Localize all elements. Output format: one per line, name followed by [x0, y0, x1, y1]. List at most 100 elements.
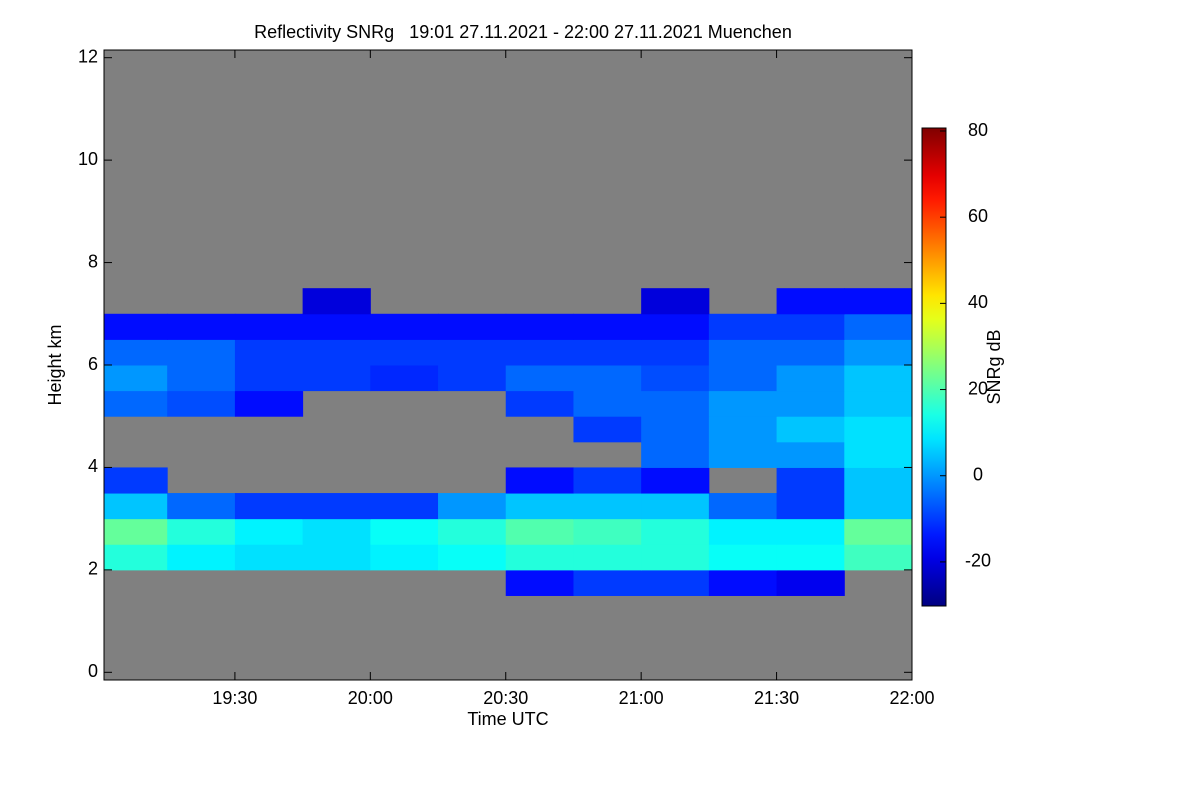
x-tick-label: 21:30: [754, 688, 799, 708]
heatmap-cell: [844, 313, 913, 340]
heatmap-cell: [302, 313, 371, 340]
heatmap-cell: [167, 339, 236, 366]
heatmap-cell: [505, 569, 574, 596]
heatmap-cell: [776, 313, 845, 340]
colorbar-tick-label: 40: [968, 292, 988, 312]
heatmap-cell: [573, 313, 642, 340]
colorbar-tick-label: 0: [973, 464, 983, 484]
heatmap-cell: [573, 416, 642, 443]
heatmap-cell: [104, 339, 168, 366]
heatmap-cell: [104, 493, 168, 520]
heatmap-cell: [641, 416, 710, 443]
x-tick-label: 19:30: [212, 688, 257, 708]
heatmap-cell: [573, 493, 642, 520]
heatmap-cell: [641, 467, 710, 494]
heatmap-cell: [370, 518, 439, 545]
heatmap-cell: [844, 467, 913, 494]
heatmap-cell: [641, 493, 710, 520]
heatmap-cell: [641, 390, 710, 417]
colorbar-tick-label: 20: [968, 378, 988, 398]
heatmap-cell: [844, 416, 913, 443]
heatmap-cell: [708, 493, 778, 520]
y-tick-label: 8: [88, 251, 98, 271]
heatmap-cell: [708, 441, 778, 468]
heatmap-cell: [776, 518, 845, 545]
heatmap-cell: [234, 365, 304, 392]
heatmap-cell: [573, 339, 642, 366]
heatmap-cell: [370, 339, 439, 366]
heatmap-cell: [302, 339, 371, 366]
heatmap-cell: [234, 544, 304, 571]
heatmap-cell: [708, 390, 778, 417]
colorbar-label: SNRg dB: [984, 329, 1004, 404]
heatmap-cell: [776, 390, 845, 417]
heatmap-cell: [641, 339, 710, 366]
x-tick-label: 22:00: [889, 688, 934, 708]
colorbar-tick-label: -20: [965, 551, 991, 571]
heatmap-cell: [370, 313, 439, 340]
heatmap-cell: [776, 288, 845, 315]
heatmap-cell: [844, 339, 913, 366]
heatmap-cell: [302, 518, 371, 545]
y-tick-label: 10: [78, 149, 98, 169]
heatmap-cell: [641, 544, 710, 571]
heatmap-cell: [104, 467, 168, 494]
heatmap-cell: [708, 518, 778, 545]
colorbar-tick-label: 80: [968, 120, 988, 140]
heatmap-cell: [708, 339, 778, 366]
heatmap-cell: [573, 518, 642, 545]
heatmap-cell: [167, 390, 236, 417]
heatmap-cell: [776, 365, 845, 392]
heatmap-cell: [708, 416, 778, 443]
heatmap-cell: [302, 544, 371, 571]
chart-title: Reflectivity SNRg 19:01 27.11.2021 - 22:…: [254, 22, 792, 42]
heatmap-cell: [167, 493, 236, 520]
heatmap-cell: [438, 339, 507, 366]
heatmap-cell: [104, 365, 168, 392]
heatmap-cell: [302, 365, 371, 392]
y-tick-label: 4: [88, 456, 98, 476]
heatmap-cell: [505, 313, 574, 340]
heatmap-cell: [234, 313, 304, 340]
x-tick-label: 20:00: [348, 688, 393, 708]
heatmap-cell: [776, 544, 845, 571]
heatmap-cell: [776, 493, 845, 520]
heatmap-cell: [104, 544, 168, 571]
heatmap-cell: [844, 544, 913, 571]
heatmap-cell: [370, 365, 439, 392]
heatmap-cell: [104, 313, 168, 340]
heatmap-cell: [573, 544, 642, 571]
heatmap-cell: [776, 569, 845, 596]
heatmap-cell: [844, 365, 913, 392]
heatmap-cell: [370, 544, 439, 571]
heatmap-cell: [370, 493, 439, 520]
heatmap-cell: [438, 518, 507, 545]
heatmap-cell: [573, 365, 642, 392]
y-tick-label: 6: [88, 354, 98, 374]
heatmap-cell: [438, 313, 507, 340]
heatmap-cell: [641, 313, 710, 340]
heatmap-cell: [505, 339, 574, 366]
y-tick-label: 0: [88, 661, 98, 681]
heatmap-cell: [167, 365, 236, 392]
x-tick-label: 20:30: [483, 688, 528, 708]
heatmap-cell: [302, 288, 371, 315]
x-tick-label: 21:00: [619, 688, 664, 708]
heatmap-cell: [708, 544, 778, 571]
heatmap-cell: [641, 518, 710, 545]
heatmap-cell: [505, 365, 574, 392]
heatmap-cell: [104, 518, 168, 545]
heatmap-cell: [104, 390, 168, 417]
heatmap-cell: [776, 339, 845, 366]
heatmap-cell: [302, 493, 371, 520]
heatmap-cell: [776, 441, 845, 468]
heatmap-cell: [844, 441, 913, 468]
heatmap-cell: [844, 390, 913, 417]
heatmap-cell: [167, 313, 236, 340]
heatmap-cell: [708, 569, 778, 596]
heatmap-cell: [641, 569, 710, 596]
heatmap-cell: [708, 313, 778, 340]
y-axis-label: Height km: [45, 324, 65, 405]
heatmap-cell: [573, 467, 642, 494]
